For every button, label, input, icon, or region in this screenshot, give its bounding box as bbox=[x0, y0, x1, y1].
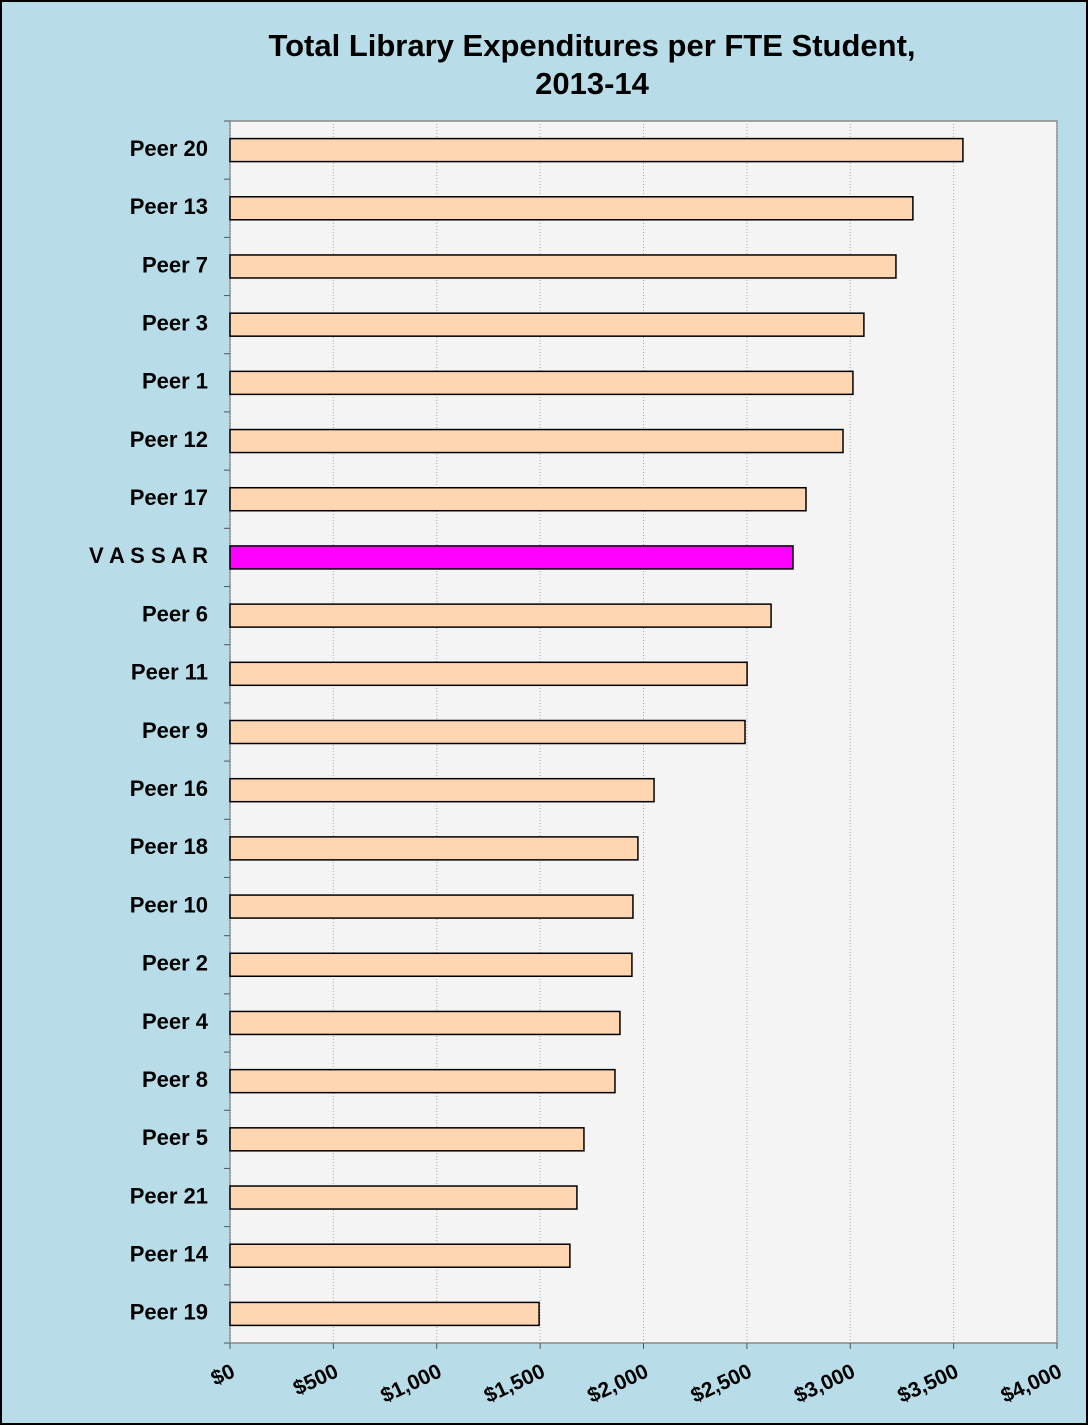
bar bbox=[229, 894, 634, 919]
bar bbox=[229, 312, 865, 337]
bar bbox=[229, 137, 964, 163]
bar bbox=[229, 545, 794, 570]
y-tick-label: Peer 2 bbox=[142, 951, 208, 976]
y-tick-label: Peer 16 bbox=[130, 776, 208, 801]
bar bbox=[229, 836, 639, 861]
bar bbox=[229, 603, 772, 628]
y-tick-label: Peer 10 bbox=[130, 892, 208, 917]
y-tick-label: Peer 7 bbox=[142, 252, 208, 277]
y-tick-label: Peer 21 bbox=[130, 1183, 208, 1208]
y-tick-label: Peer 12 bbox=[130, 427, 208, 452]
y-tick-label: Peer 17 bbox=[130, 485, 208, 510]
y-tick-label: Peer 18 bbox=[130, 834, 208, 859]
y-tick-label: Peer 20 bbox=[130, 136, 208, 161]
bar bbox=[229, 777, 655, 803]
bar bbox=[229, 254, 897, 279]
chart-title: 2013-14 bbox=[535, 66, 650, 101]
y-tick-label: Peer 19 bbox=[130, 1300, 208, 1325]
y-tick-label: V A S S A R bbox=[89, 543, 208, 568]
y-tick-label: Peer 14 bbox=[130, 1242, 209, 1267]
y-tick-label: Peer 9 bbox=[142, 718, 208, 743]
chart-title: Total Library Expenditures per FTE Stude… bbox=[268, 28, 915, 63]
y-tick-label: Peer 5 bbox=[142, 1125, 208, 1150]
bar bbox=[229, 486, 807, 512]
bar bbox=[229, 1010, 621, 1036]
y-tick-label: Peer 3 bbox=[142, 310, 208, 335]
bar bbox=[229, 1068, 616, 1094]
y-tick-label: Peer 6 bbox=[142, 601, 208, 626]
bar bbox=[229, 370, 854, 396]
bar bbox=[229, 428, 844, 454]
bar bbox=[229, 661, 748, 687]
bar bbox=[229, 1301, 540, 1327]
y-tick-label: Peer 4 bbox=[142, 1009, 209, 1034]
bar bbox=[229, 1127, 585, 1152]
y-tick-label: Peer 11 bbox=[131, 660, 208, 685]
y-tick-label: Peer 8 bbox=[142, 1067, 208, 1092]
bar bbox=[229, 1243, 571, 1268]
bar bbox=[229, 952, 633, 978]
bar bbox=[229, 719, 746, 745]
y-tick-label: Peer 1 bbox=[142, 369, 208, 394]
y-tick-label: Peer 13 bbox=[130, 194, 208, 219]
bar bbox=[229, 196, 914, 221]
bar bbox=[229, 1185, 578, 1210]
